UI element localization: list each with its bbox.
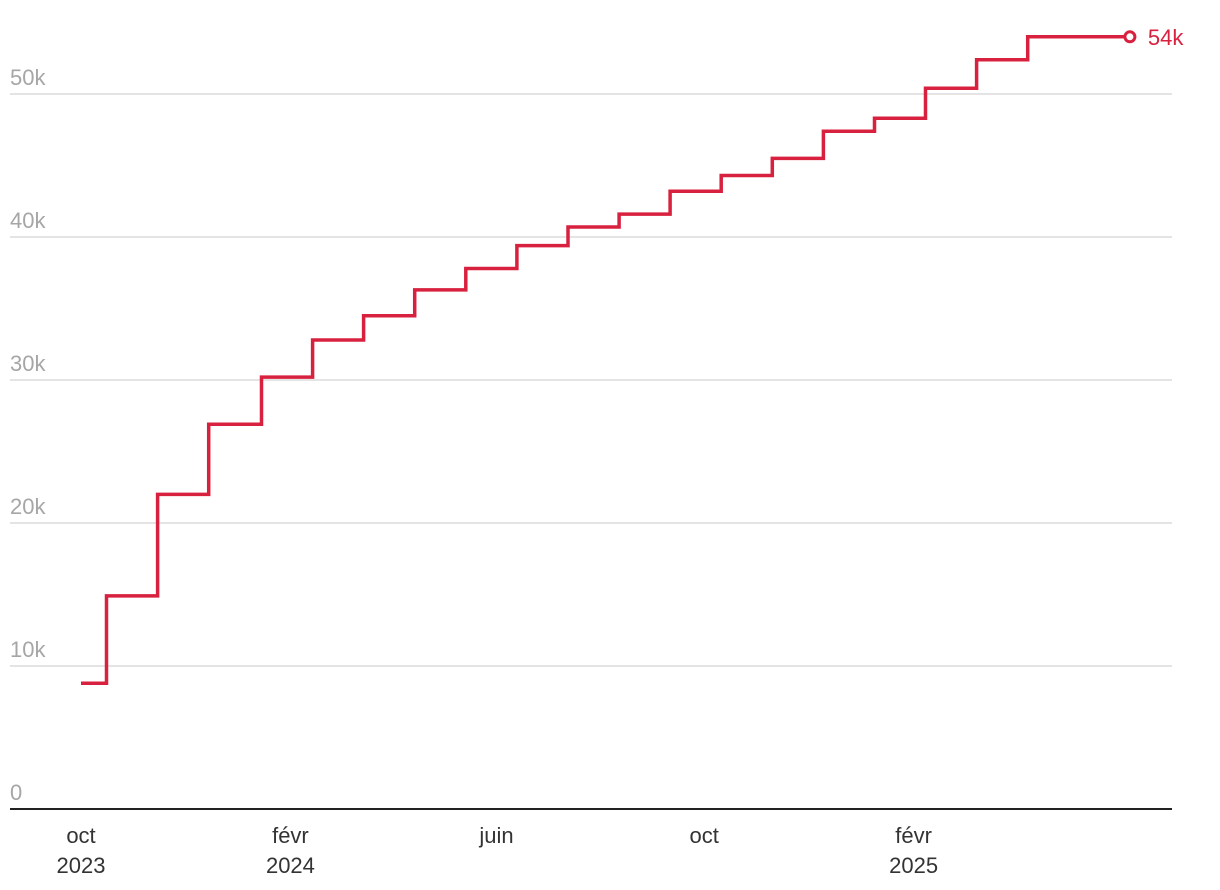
x-tick-year-0: 2023	[57, 853, 106, 878]
x-tick-year-1: 2024	[266, 853, 315, 878]
end-point-marker	[1123, 30, 1137, 44]
series-line-0	[81, 35, 1130, 685]
y-axis-tick-labels: 0 10k 20k 30k 40k 50k	[10, 65, 46, 805]
y-tick-label-0: 0	[10, 780, 22, 805]
x-tick-month-3: oct	[690, 823, 719, 848]
y-tick-label-1: 10k	[10, 637, 46, 662]
series-layer: 54k	[81, 25, 1184, 685]
y-tick-label-5: 50k	[10, 65, 46, 90]
x-axis-tick-labels: oct 2023 févr 2024 juin oct févr 2025	[57, 823, 939, 878]
y-tick-label-2: 20k	[10, 494, 46, 519]
end-value-label: 54k	[1148, 25, 1184, 50]
x-tick-month-2: juin	[478, 823, 513, 848]
x-tick-month-4: févr	[895, 823, 932, 848]
x-tick-year-4: 2025	[889, 853, 938, 878]
y-tick-label-3: 30k	[10, 351, 46, 376]
x-tick-month-1: févr	[272, 823, 309, 848]
x-tick-month-0: oct	[66, 823, 95, 848]
y-tick-label-4: 40k	[10, 208, 46, 233]
gridlines	[10, 93, 1172, 667]
